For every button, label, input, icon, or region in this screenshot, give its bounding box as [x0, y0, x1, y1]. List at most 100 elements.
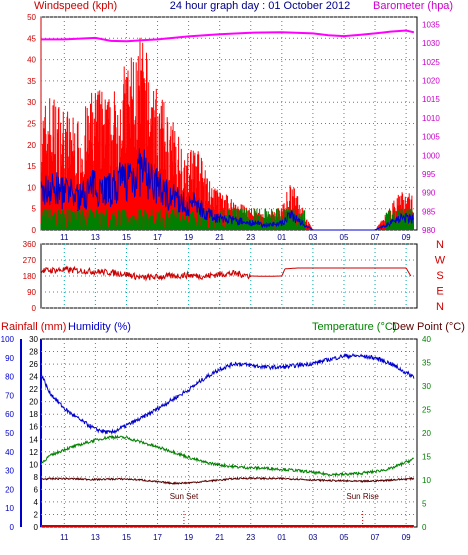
temperature-line [40, 434, 414, 478]
barometer-y-tick: 1010 [422, 114, 440, 123]
rain-y-tick: 28 [29, 348, 38, 357]
temperature-y-tick: 0 [422, 523, 427, 532]
wind-y-tick: 40 [27, 56, 36, 65]
wind-panel-x-tick: 05 [340, 233, 349, 242]
barometer-y-tick: 1035 [422, 20, 440, 29]
humidity-y-tick: 80 [5, 373, 14, 382]
direction-y-tick: 360 [23, 240, 37, 249]
wind-y-tick: 20 [27, 141, 36, 150]
direction-y-tick: 180 [23, 272, 37, 281]
compass-label: N [436, 239, 444, 251]
wind-panel-x-tick: 17 [153, 233, 162, 242]
wind-panel-x-tick: 19 [184, 233, 193, 242]
wind-panel-x-tick: 21 [215, 233, 224, 242]
humidity-y-tick: 90 [5, 354, 14, 363]
rain-y-tick: 0 [34, 523, 39, 532]
sunrise-label: Sun Rise [346, 492, 379, 501]
compass-label: N [436, 301, 444, 313]
temperature-y-tick: 40 [422, 335, 431, 344]
dewpoint-line [41, 476, 415, 486]
direction-y-tick: 90 [27, 288, 36, 297]
barometer-y-tick: 1000 [422, 151, 440, 160]
wind-y-tick: 25 [27, 120, 36, 129]
wind-y-tick: 5 [32, 205, 37, 214]
wind-panel-x-tick: 13 [91, 233, 100, 242]
humidity-y-tick: 100 [1, 335, 15, 344]
barometer-y-tick: 1015 [422, 95, 440, 104]
rain-y-tick: 8 [34, 473, 39, 482]
temperature-y-tick: 25 [422, 406, 431, 415]
humidity-panel-x-tick: 03 [308, 533, 317, 542]
wind-y-tick: 30 [27, 98, 36, 107]
humidity-panel-x-tick: 17 [153, 533, 162, 542]
humidity-panel-x-tick: 21 [215, 533, 224, 542]
temperature-y-tick: 10 [422, 476, 431, 485]
rain-y-tick: 24 [29, 373, 38, 382]
wind-y-tick: 35 [27, 77, 36, 86]
wind-y-tick: 0 [32, 226, 37, 235]
humidity-panel-x-tick: 01 [277, 533, 286, 542]
wind-direction-line [40, 265, 412, 282]
wind-panel-x-tick: 07 [371, 233, 380, 242]
humidity-y-tick: 50 [5, 429, 14, 438]
rain-y-tick: 2 [34, 510, 39, 519]
wind-panel-x-tick: 11 [60, 233, 69, 242]
humidity-axis-label: Humidity (%) [68, 321, 131, 333]
graph-title: 24 hour graph day : 01 October 2012 [170, 0, 350, 12]
compass-label: S [436, 270, 443, 282]
compass-label: E [436, 286, 443, 298]
barometer-y-tick: 985 [422, 207, 436, 216]
sunset-label: Sun Set [170, 492, 199, 501]
humidity-line [40, 353, 415, 436]
barometer-y-tick: 1005 [422, 133, 440, 142]
humidity-panel-x-tick: 09 [402, 533, 411, 542]
rain-y-tick: 30 [29, 335, 38, 344]
barometer-y-tick: 1030 [422, 39, 440, 48]
humidity-y-tick: 30 [5, 467, 14, 476]
rain-y-tick: 10 [29, 460, 38, 469]
barometer-y-tick: 1020 [422, 77, 440, 86]
rainfall-axis-label: Rainfall (mm) [1, 321, 66, 333]
humidity-y-tick: 40 [5, 448, 14, 457]
barometer-y-tick: 995 [422, 170, 436, 179]
humidity-y-tick: 0 [10, 523, 15, 532]
rain-y-tick: 22 [29, 385, 38, 394]
humidity-y-tick: 70 [5, 391, 14, 400]
rain-y-tick: 4 [34, 498, 39, 507]
wind-panel-x-tick: 01 [277, 233, 286, 242]
barometer-y-tick: 990 [422, 189, 436, 198]
rain-y-tick: 14 [29, 435, 38, 444]
rain-y-tick: 26 [29, 360, 38, 369]
temperature-y-tick: 20 [422, 429, 431, 438]
wind-panel-x-tick: 23 [246, 233, 255, 242]
wind-y-tick: 15 [27, 162, 36, 171]
humidity-panel-x-tick: 07 [371, 533, 380, 542]
wind-y-tick: 50 [27, 13, 36, 22]
wind-y-tick: 10 [27, 183, 36, 192]
rain-y-tick: 12 [29, 448, 38, 457]
windspeed-axis-label: Windspeed (kph) [34, 0, 117, 12]
barometer-y-tick: 1025 [422, 58, 440, 67]
barometer-axis-label: Barometer (hpa) [373, 0, 453, 12]
temperature-y-tick: 5 [422, 500, 427, 509]
humidity-y-tick: 60 [5, 410, 14, 419]
barometer-y-tick: 980 [422, 226, 436, 235]
humidity-y-tick: 10 [5, 504, 14, 513]
direction-y-tick: 0 [32, 304, 37, 313]
temperature-y-tick: 15 [422, 453, 431, 462]
barometer-line [41, 29, 415, 43]
rain-y-tick: 20 [29, 398, 38, 407]
humidity-y-tick: 20 [5, 485, 14, 494]
rain-y-tick: 16 [29, 423, 38, 432]
compass-label: W [435, 255, 446, 267]
temperature-axis-label: Temperature (°C) [312, 321, 396, 333]
temperature-y-tick: 30 [422, 382, 431, 391]
humidity-panel-x-tick: 05 [340, 533, 349, 542]
dewpoint-axis-label: Dew Point (°C) [392, 321, 465, 333]
windspeed-low-bars [40, 208, 414, 230]
wind-panel-x-tick: 09 [402, 233, 411, 242]
direction-y-tick: 270 [23, 256, 37, 265]
windspeed-average-line [40, 148, 414, 231]
wind-y-tick: 45 [27, 34, 36, 43]
